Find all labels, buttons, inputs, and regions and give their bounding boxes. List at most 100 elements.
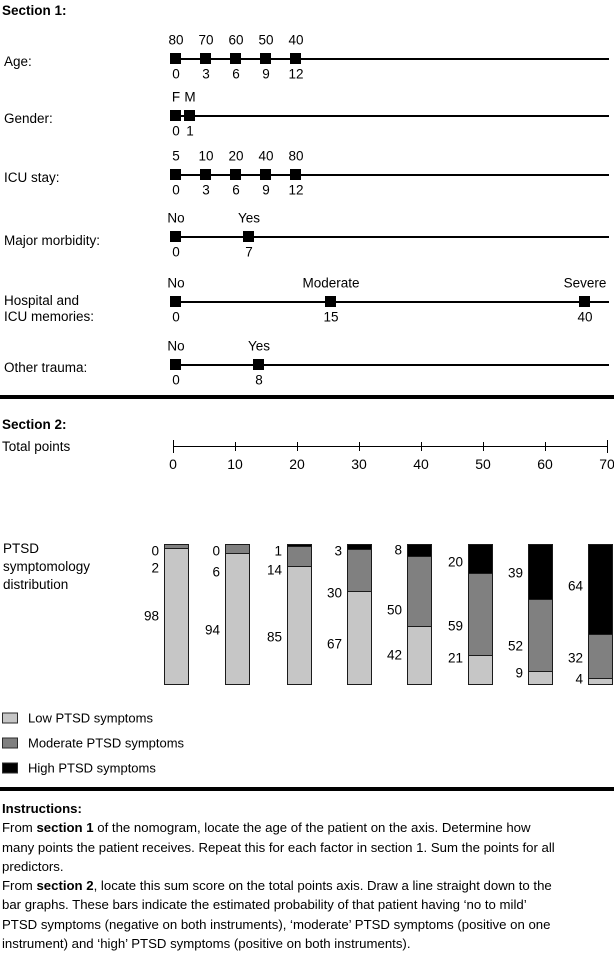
tick-label: 60 xyxy=(537,456,553,472)
bar-value-label: 3 xyxy=(334,543,342,559)
marker-category-label: 80 xyxy=(168,32,184,48)
marker-category-label: No xyxy=(167,338,185,354)
axis-line-memories xyxy=(171,301,609,303)
marker-category-label: Yes xyxy=(247,338,271,354)
tick-mark xyxy=(235,442,236,451)
bar-segment-moderate xyxy=(469,572,492,655)
tick-label: 70 xyxy=(599,456,614,472)
marker-category-label: 10 xyxy=(198,148,214,164)
row-label-other-trauma: Other trauma: xyxy=(4,360,87,376)
marker-points-label: 15 xyxy=(323,309,339,325)
legend-label: High PTSD symptoms xyxy=(28,760,156,776)
instructions-line: instrument) and ‘high’ PTSD symptoms (po… xyxy=(2,934,613,953)
legend-label: Moderate PTSD symptoms xyxy=(28,735,185,751)
bar-segment-low xyxy=(589,678,612,684)
tick-mark xyxy=(545,442,546,451)
marker-category-label: 80 xyxy=(288,148,304,164)
instructions-text: , locate this sum score on the total poi… xyxy=(93,878,552,894)
bar-segment-moderate xyxy=(288,546,311,566)
instructions-block: Instructions: From section 1 of the nomog… xyxy=(2,799,613,953)
marker-category-label: 40 xyxy=(288,32,304,48)
bar-value-label: 85 xyxy=(266,629,282,645)
instructions-text: many points the patient receives. Repeat… xyxy=(2,839,555,855)
marker-points-label: 0 xyxy=(172,66,180,82)
total-points-axis-label: Total points xyxy=(2,439,71,454)
marker-category-label: 70 xyxy=(198,32,214,48)
marker-points-label: 0 xyxy=(172,182,180,198)
axis-marker xyxy=(290,53,301,64)
bar-segment-low xyxy=(469,654,492,684)
axis-marker xyxy=(230,53,241,64)
row-label-line: Hospital and xyxy=(4,293,80,308)
instructions-text: instrument) and ‘high’ PTSD symptoms (po… xyxy=(2,936,411,952)
bar-value-label: 4 xyxy=(575,671,583,687)
axis-marker xyxy=(253,359,264,370)
marker-category-label: Moderate xyxy=(302,275,360,291)
bar-segment-moderate xyxy=(529,599,552,672)
tick-label: 0 xyxy=(169,456,177,472)
bar-value-label: 32 xyxy=(567,650,583,666)
instructions-line: From section 1 of the nomogram, locate t… xyxy=(2,818,613,837)
row-label-major-morbidity: Major morbidity: xyxy=(4,233,100,249)
bar-value-label: 8 xyxy=(394,542,402,558)
legend-swatch-low xyxy=(2,712,18,724)
row-label-line: Gender: xyxy=(4,111,53,126)
bar-segment-low xyxy=(529,671,552,684)
instructions-bold-text: section 2 xyxy=(36,878,94,894)
bar-value-label: 67 xyxy=(326,636,342,652)
row-label-line: ICU stay: xyxy=(4,170,60,185)
instructions-bold-text: section 1 xyxy=(36,820,94,836)
section2-title: Section 2: xyxy=(2,417,67,432)
marker-points-label: 1 xyxy=(186,123,194,139)
axis-line-gender xyxy=(171,115,609,117)
stacked-bar xyxy=(287,544,312,685)
bar-value-label: 98 xyxy=(143,608,159,624)
axis-line-other-trauma xyxy=(171,364,609,366)
row-label-line: ICU memories: xyxy=(4,309,95,324)
axis-marker xyxy=(325,296,336,307)
tick-mark xyxy=(607,440,608,453)
marker-points-label: 6 xyxy=(232,182,240,198)
bar-value-label: 0 xyxy=(151,543,159,559)
bar-value-label: 52 xyxy=(507,638,523,654)
axis-marker xyxy=(579,296,590,307)
stacked-bar xyxy=(528,544,553,685)
marker-category-label: No xyxy=(167,275,185,291)
marker-points-label: 0 xyxy=(172,309,180,325)
bar-value-label: 42 xyxy=(386,647,402,663)
bar-segment-low xyxy=(288,565,311,684)
total-points-axis xyxy=(173,446,607,447)
instructions-line: From section 2, locate this sum score on… xyxy=(2,876,613,895)
axis-marker xyxy=(170,296,181,307)
marker-points-label: 12 xyxy=(288,182,304,198)
section-divider xyxy=(0,787,614,791)
marker-category-label: Severe xyxy=(563,275,607,291)
instructions-text: From xyxy=(2,820,37,836)
bar-segment-moderate xyxy=(408,556,431,626)
instructions-text: predictors. xyxy=(2,858,64,874)
distribution-label: PTSD symptomology distribution xyxy=(3,540,90,594)
instructions-bold-text: Instructions: xyxy=(2,801,82,816)
row-label-memories: Hospital and ICU memories: xyxy=(4,293,94,325)
marker-category-label: No xyxy=(167,210,185,226)
distribution-label-line: PTSD xyxy=(3,541,40,556)
axis-line-major-morbidity xyxy=(171,236,609,238)
marker-points-label: 8 xyxy=(255,372,263,388)
marker-category-label: 50 xyxy=(258,32,274,48)
bar-value-label: 20 xyxy=(447,554,463,570)
instructions-text: bar graphs. These bars indicate the esti… xyxy=(2,897,527,913)
legend-label: Low PTSD symptoms xyxy=(28,710,153,726)
axis-marker xyxy=(170,53,181,64)
bar-segment-high xyxy=(408,545,431,557)
row-label-icu-stay: ICU stay: xyxy=(4,170,60,186)
bar-segment-low xyxy=(165,547,188,684)
marker-points-label: 9 xyxy=(262,182,270,198)
stacked-bar xyxy=(225,544,250,685)
bar-value-label: 59 xyxy=(447,618,463,634)
tick-label: 30 xyxy=(351,456,367,472)
axis-marker xyxy=(184,110,195,121)
marker-category-label: Yes xyxy=(237,210,261,226)
bar-value-label: 0 xyxy=(212,543,220,559)
bar-segment-low xyxy=(348,590,371,684)
